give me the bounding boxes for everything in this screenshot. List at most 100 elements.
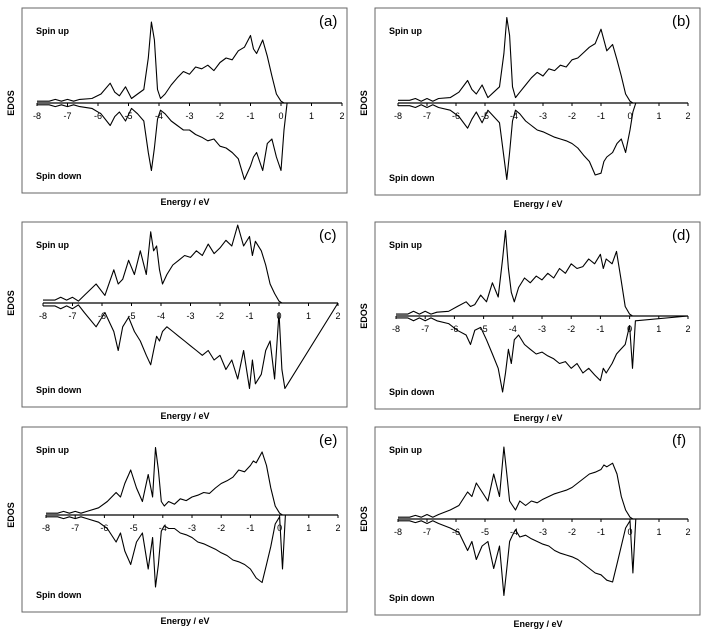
panel-c-y-axis-title: EDOS (6, 290, 16, 316)
panel-c-tick-label: 1 (306, 311, 311, 321)
panel-a-tick-label: -7 (63, 111, 71, 121)
panel-c-tick-label: -4 (157, 311, 165, 321)
panel-d-tick-label: -5 (480, 324, 488, 334)
panel-b-spin-down-label: Spin down (389, 173, 435, 183)
panel-c-x-axis-title: Energy / eV (161, 411, 210, 421)
panel-f-tick-label: 0 (627, 527, 632, 537)
panel-b-tick-label: -7 (423, 111, 431, 121)
panel-a-tick-label: -5 (124, 111, 132, 121)
panel-e-spin-up-label: Spin up (36, 445, 69, 455)
panel-a-frame (21, 7, 348, 194)
panel-e-letter: (e) (319, 432, 337, 449)
panel-e-tick-label: -8 (42, 523, 50, 533)
panel-c-spin-up-curve (43, 224, 338, 304)
panel-a-tick-label: -6 (94, 111, 102, 121)
panel-e-spin-up-curve (46, 446, 338, 516)
panel-e-tick-label: 1 (306, 523, 311, 533)
panel-d-tick-label: -8 (392, 324, 400, 334)
panel-e-tick-label: -6 (100, 523, 108, 533)
panel-a-spin-down-curve (37, 102, 342, 181)
panel-d-letter: (d) (672, 227, 690, 244)
panel-f-tick-label: 1 (656, 527, 661, 537)
panel-a-spin-up-curve (37, 21, 342, 104)
panel-c-frame (21, 221, 348, 408)
panel-d-spin-up-label: Spin up (389, 240, 422, 250)
panel-c-tick-label: -5 (127, 311, 135, 321)
panel-b-tick-label: -2 (568, 111, 576, 121)
panel-c-spin-up-label: Spin up (36, 240, 69, 250)
panel-b-tick-label: -1 (597, 111, 605, 121)
panel-f-spin-up-label: Spin up (389, 445, 422, 455)
panel-c-spin-down-curve (43, 302, 339, 390)
panel-a-tick-label: -3 (185, 111, 193, 121)
panel-b-tick-label: -3 (539, 111, 547, 121)
panel-a-spin-up-label: Spin up (36, 26, 69, 36)
panel-e-tick-label: -2 (217, 523, 225, 533)
panel-f-tick-label: -2 (568, 527, 576, 537)
panel-f-spin-down-curve (398, 518, 688, 597)
panel-f-tick-label: -3 (539, 527, 547, 537)
panel-a-tick-label: -2 (216, 111, 224, 121)
panel-f-spin-up-curve (398, 446, 688, 520)
panel-b-frame (374, 7, 701, 196)
panel-b-letter: (b) (672, 13, 690, 30)
panel-f-tick-label: -6 (452, 527, 460, 537)
panel-e-x-axis-title: Energy / eV (161, 616, 210, 626)
panel-a-tick-label: 2 (339, 111, 344, 121)
panel-e-tick-label: -5 (130, 523, 138, 533)
panel-f-frame (374, 426, 701, 616)
panel-c-tick-label: -3 (186, 311, 194, 321)
panel-f-spin-down-label: Spin down (389, 593, 435, 603)
panel-c-tick-label: -6 (98, 311, 106, 321)
panel-d-spin-down-curve (396, 315, 689, 393)
panel-b-spin-up-curve (398, 16, 688, 104)
panel-e-tick-label: -7 (71, 523, 79, 533)
panel-e-spin-down-curve (46, 514, 338, 588)
panel-f-tick-label: 2 (685, 527, 690, 537)
panel-d-x-axis-title: Energy / eV (514, 413, 563, 423)
panel-b-tick-label: -8 (394, 111, 402, 121)
panel-b-spin-up-label: Spin up (389, 26, 422, 36)
panel-e-y-axis-title: EDOS (6, 502, 16, 528)
panel-e-tick-label: 0 (277, 523, 282, 533)
panel-a-x-axis-title: Energy / eV (161, 197, 210, 207)
panel-d-frame (374, 221, 701, 410)
panel-a-tick-label: 1 (309, 111, 314, 121)
panel-a-letter: (a) (319, 13, 337, 30)
panel-c-tick-label: 2 (335, 311, 340, 321)
panel-c-tick-label: -8 (39, 311, 47, 321)
panel-c-tick-label: -7 (68, 311, 76, 321)
panel-e-spin-down-label: Spin down (36, 590, 82, 600)
panel-d-spin-up-curve (396, 229, 688, 317)
panel-c-tick-label: -1 (245, 311, 253, 321)
panel-f-y-axis-title: EDOS (359, 506, 369, 532)
panel-d-tick-label: 1 (656, 324, 661, 334)
panel-a-tick-label: 0 (278, 111, 283, 121)
panel-c-spin-down-label: Spin down (36, 385, 82, 395)
panel-d-spin-down-label: Spin down (389, 387, 435, 397)
panel-b-spin-down-curve (398, 102, 688, 181)
panel-b-tick-label: -6 (452, 111, 460, 121)
panel-c-tick-label: -2 (216, 311, 224, 321)
panel-f-tick-label: -1 (597, 527, 605, 537)
panel-b-tick-label: 0 (627, 111, 632, 121)
panel-e-tick-label: -3 (188, 523, 196, 533)
panel-d-tick-label: 2 (685, 324, 690, 334)
panel-b-y-axis-title: EDOS (359, 90, 369, 116)
panel-d-tick-label: -2 (567, 324, 575, 334)
panel-a-tick-label: -8 (33, 111, 41, 121)
panel-d-tick-label: -7 (421, 324, 429, 334)
panel-a-tick-label: -1 (246, 111, 254, 121)
panel-a-spin-down-label: Spin down (36, 171, 82, 181)
panel-d-y-axis-title: EDOS (359, 303, 369, 329)
panel-b-x-axis-title: Energy / eV (514, 199, 563, 209)
panel-d-tick-label: -1 (596, 324, 604, 334)
panel-d-tick-label: -3 (538, 324, 546, 334)
panel-b-tick-label: 1 (656, 111, 661, 121)
panel-b-tick-label: 2 (685, 111, 690, 121)
panel-d-tick-label: -6 (450, 324, 458, 334)
panel-f-tick-label: -7 (423, 527, 431, 537)
panel-f-letter: (f) (672, 432, 686, 449)
panel-c-letter: (c) (319, 227, 337, 244)
